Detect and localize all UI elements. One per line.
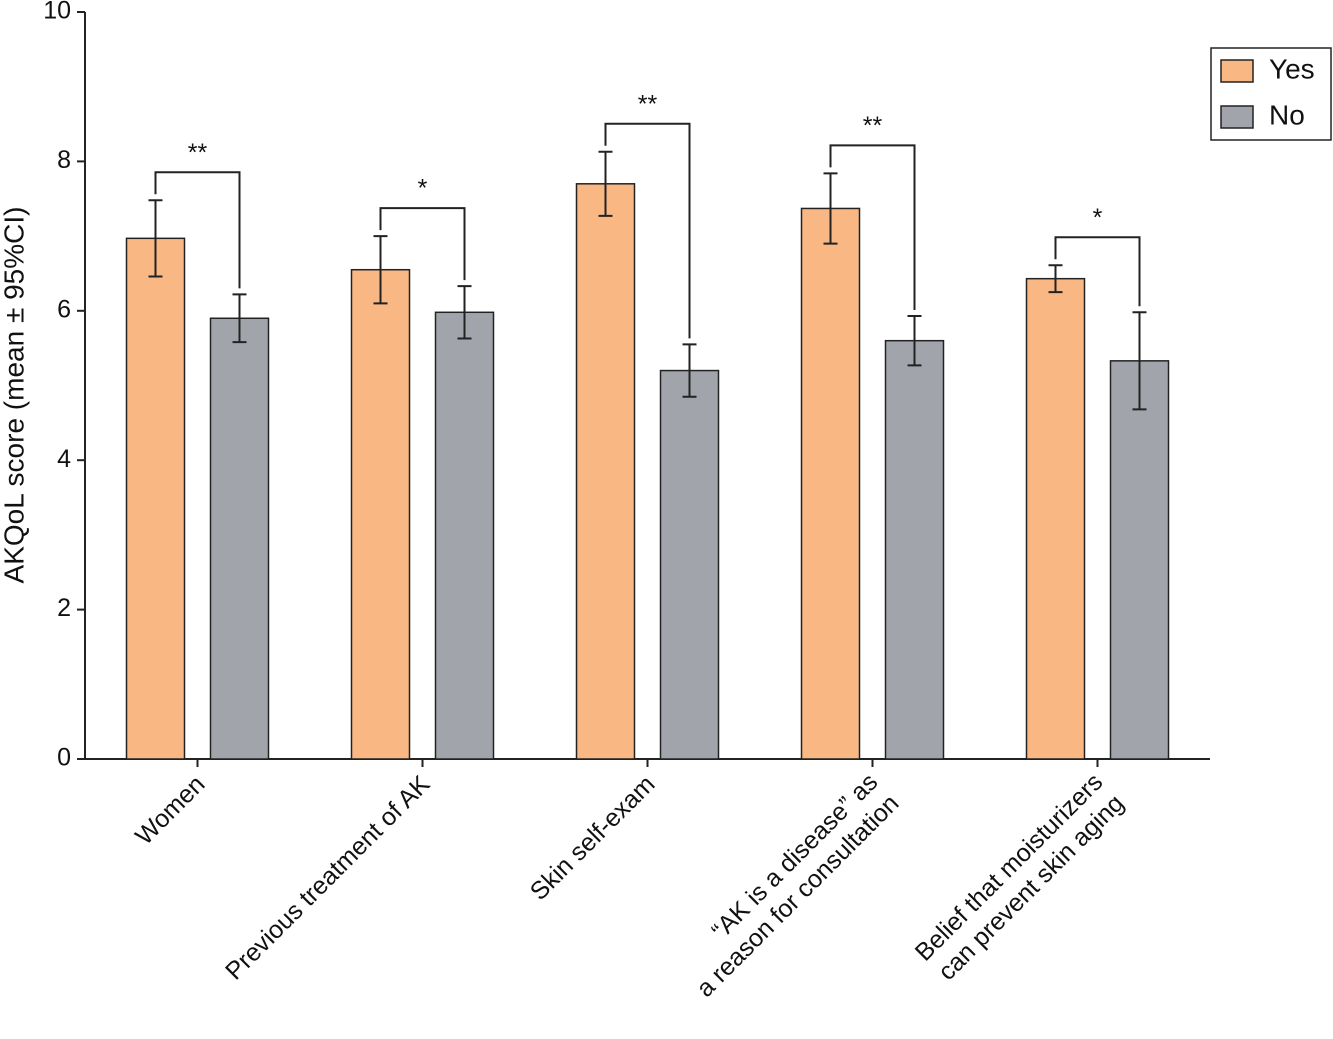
y-tick-label: 10 bbox=[43, 0, 71, 25]
legend-label: No bbox=[1269, 99, 1305, 130]
legend-swatch bbox=[1220, 105, 1254, 129]
bar bbox=[209, 317, 270, 760]
legend-swatch bbox=[1220, 59, 1254, 83]
legend-label: Yes bbox=[1269, 53, 1315, 84]
y-tick-label: 2 bbox=[57, 594, 71, 622]
error-bar bbox=[1048, 264, 1063, 294]
x-tick-label: can prevent skin aging bbox=[933, 789, 1130, 986]
bar bbox=[800, 207, 861, 760]
significance-label: ** bbox=[188, 139, 208, 167]
bar bbox=[1025, 277, 1086, 760]
error-bar bbox=[148, 199, 163, 278]
y-tick-label: 0 bbox=[57, 744, 71, 772]
bar bbox=[125, 237, 186, 760]
error-bar bbox=[457, 285, 472, 340]
error-bar bbox=[682, 343, 697, 398]
error-bar bbox=[232, 293, 247, 344]
significance-bracket bbox=[379, 207, 466, 281]
x-tick-label: Belief that moisturizers bbox=[910, 768, 1109, 967]
error-bar bbox=[907, 315, 922, 367]
significance-label: * bbox=[1093, 204, 1103, 232]
significance-label: ** bbox=[863, 112, 883, 140]
error-bar bbox=[1132, 311, 1147, 411]
x-tick-label: Women bbox=[130, 770, 210, 850]
y-tick-label: 4 bbox=[57, 445, 71, 473]
bar bbox=[659, 369, 720, 760]
x-tick-label: Skin self-exam bbox=[525, 770, 661, 906]
significance-bracket bbox=[154, 171, 241, 289]
bar bbox=[575, 183, 636, 760]
x-tick-label: Previous treatment of AK bbox=[220, 770, 436, 986]
significance-bracket bbox=[829, 144, 916, 311]
significance-bracket bbox=[604, 122, 691, 339]
bar bbox=[884, 339, 945, 760]
error-bar bbox=[373, 235, 388, 305]
bar bbox=[350, 268, 411, 760]
y-tick-label: 6 bbox=[57, 295, 71, 323]
y-axis-label: AKQoL score (mean ± 95%CI) bbox=[0, 207, 29, 584]
x-tick-label: a reason for consultation bbox=[691, 789, 904, 1002]
significance-label: ** bbox=[638, 90, 658, 118]
y-tick-label: 8 bbox=[57, 146, 71, 174]
error-bar bbox=[823, 172, 838, 245]
bar bbox=[1109, 360, 1170, 760]
error-bar bbox=[598, 150, 613, 217]
significance-label: * bbox=[418, 175, 428, 203]
significance-bracket bbox=[1054, 236, 1141, 307]
bar bbox=[434, 311, 495, 760]
